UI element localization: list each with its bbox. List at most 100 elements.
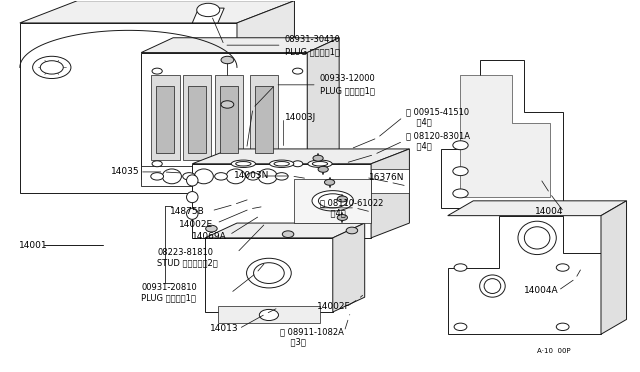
Polygon shape [188, 86, 206, 153]
Polygon shape [237, 1, 294, 193]
Circle shape [454, 323, 467, 331]
Circle shape [151, 173, 164, 180]
Polygon shape [141, 52, 307, 179]
Polygon shape [307, 38, 339, 179]
Polygon shape [371, 149, 410, 238]
Text: （4）: （4） [320, 209, 346, 218]
Polygon shape [192, 149, 410, 164]
Polygon shape [20, 1, 294, 23]
Text: （3）: （3） [280, 337, 307, 347]
Ellipse shape [186, 175, 198, 186]
Text: 14035: 14035 [111, 167, 140, 176]
Text: 14003J: 14003J [285, 113, 316, 122]
Polygon shape [294, 179, 371, 223]
Text: 16376N: 16376N [369, 173, 404, 182]
Polygon shape [192, 8, 224, 23]
Polygon shape [218, 307, 320, 323]
Circle shape [292, 161, 303, 167]
Polygon shape [333, 223, 365, 312]
Polygon shape [220, 86, 238, 153]
Circle shape [453, 141, 468, 150]
Ellipse shape [319, 194, 347, 208]
Circle shape [152, 68, 163, 74]
Polygon shape [461, 75, 550, 197]
Circle shape [196, 3, 220, 17]
Ellipse shape [253, 263, 284, 283]
Circle shape [453, 167, 468, 176]
Polygon shape [156, 86, 174, 153]
Circle shape [282, 231, 294, 237]
Circle shape [292, 68, 303, 74]
Text: 14004: 14004 [534, 208, 563, 217]
Ellipse shape [231, 160, 255, 167]
Polygon shape [205, 238, 333, 312]
Text: 14013: 14013 [210, 324, 239, 333]
Circle shape [556, 323, 569, 331]
Circle shape [318, 166, 328, 172]
Text: 14003N: 14003N [234, 171, 269, 180]
Polygon shape [250, 75, 278, 160]
Circle shape [453, 189, 468, 198]
Text: 00933-12000: 00933-12000 [320, 74, 376, 83]
Text: 08931-30410: 08931-30410 [285, 35, 340, 44]
Polygon shape [20, 23, 237, 193]
Circle shape [182, 173, 195, 180]
Ellipse shape [308, 160, 332, 167]
Circle shape [275, 173, 288, 180]
Text: 08223-81810: 08223-81810 [157, 248, 213, 257]
Polygon shape [214, 75, 243, 160]
Polygon shape [448, 216, 601, 334]
Ellipse shape [274, 161, 289, 166]
Circle shape [556, 264, 569, 271]
Text: PLUG プラグ（1）: PLUG プラグ（1） [320, 86, 375, 95]
Circle shape [337, 215, 348, 221]
Circle shape [454, 264, 467, 271]
Ellipse shape [524, 227, 550, 249]
Ellipse shape [194, 169, 213, 184]
Circle shape [313, 155, 323, 161]
Text: A·10  00P: A·10 00P [537, 348, 571, 354]
Ellipse shape [258, 169, 277, 184]
Circle shape [246, 173, 259, 180]
Ellipse shape [226, 169, 245, 184]
Circle shape [337, 196, 348, 202]
Polygon shape [192, 164, 371, 238]
Circle shape [205, 225, 217, 232]
Polygon shape [601, 201, 627, 334]
Text: STUD スタッド（2）: STUD スタッド（2） [157, 259, 218, 267]
Ellipse shape [236, 161, 251, 166]
Text: Ⓦ 00915-41510: Ⓦ 00915-41510 [406, 108, 469, 116]
Polygon shape [151, 75, 179, 160]
Text: Ⓑ 08120-8301A: Ⓑ 08120-8301A [406, 131, 470, 141]
Polygon shape [182, 75, 211, 160]
Ellipse shape [269, 160, 294, 167]
Text: 14002E: 14002E [179, 220, 213, 229]
Polygon shape [448, 201, 627, 216]
Ellipse shape [163, 169, 181, 184]
Text: （4）: （4） [406, 142, 432, 151]
Text: ⓝ 08911-1082A: ⓝ 08911-1082A [280, 327, 344, 336]
Text: PLUG プラグ（1）: PLUG プラグ（1） [285, 47, 340, 56]
Text: 14069A: 14069A [192, 231, 227, 241]
Text: 14004A: 14004A [524, 286, 559, 295]
Ellipse shape [246, 258, 291, 288]
Polygon shape [205, 223, 365, 238]
Ellipse shape [484, 279, 500, 294]
Polygon shape [141, 166, 294, 186]
Ellipse shape [518, 221, 556, 254]
Polygon shape [141, 38, 339, 52]
Circle shape [40, 61, 63, 74]
Circle shape [324, 179, 335, 185]
Circle shape [259, 310, 278, 321]
Ellipse shape [186, 208, 198, 219]
Text: （4）: （4） [406, 118, 432, 127]
Text: 14875B: 14875B [170, 208, 205, 217]
Circle shape [152, 161, 163, 167]
Ellipse shape [312, 161, 328, 166]
Circle shape [346, 227, 358, 234]
Text: 00931-20810: 00931-20810 [141, 283, 197, 292]
Polygon shape [371, 169, 410, 193]
Ellipse shape [479, 275, 505, 297]
Polygon shape [442, 60, 563, 208]
Text: Ⓑ 08110-61022: Ⓑ 08110-61022 [320, 198, 383, 207]
